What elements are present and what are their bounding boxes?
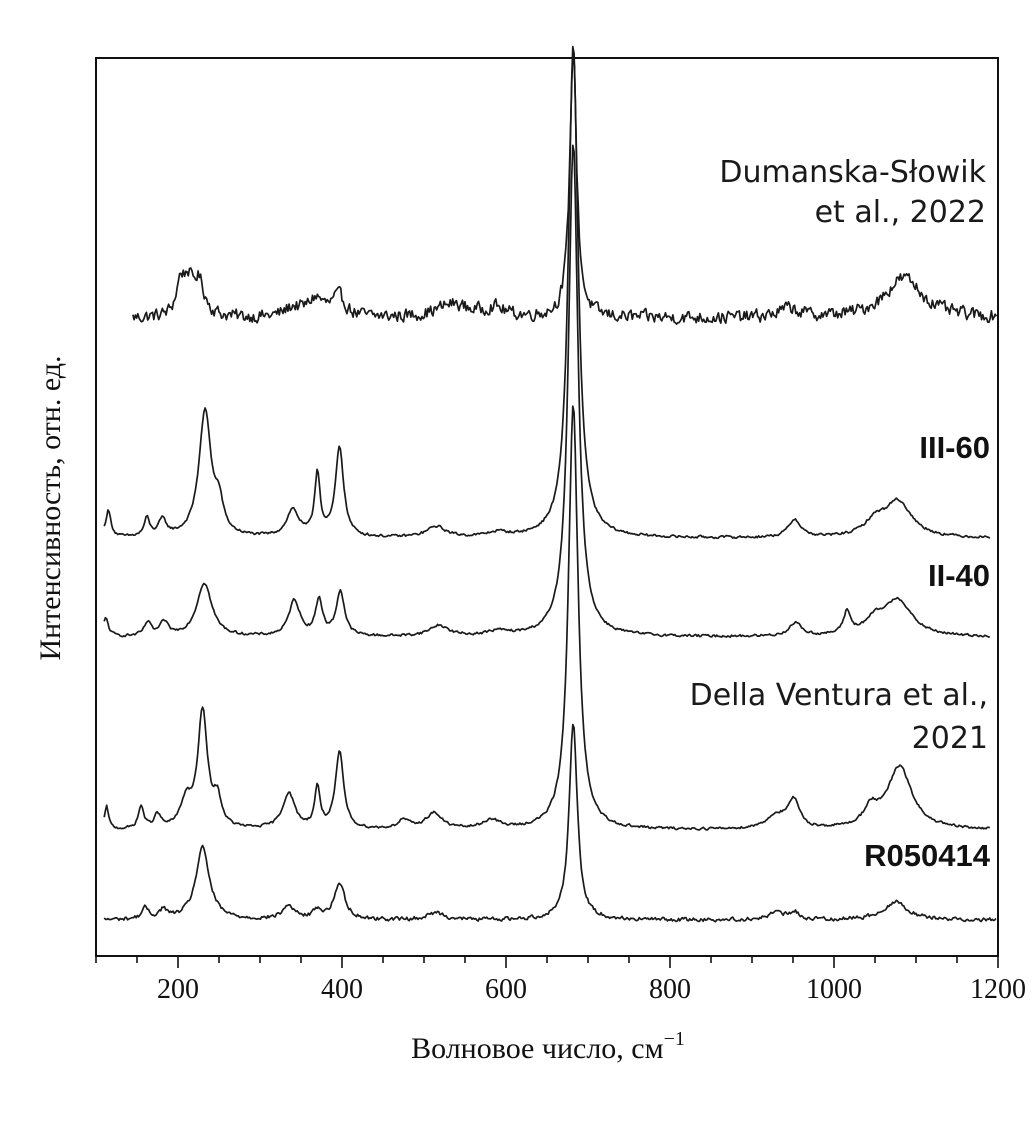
series-line-4 [103,723,997,923]
plot-area: Dumanska-Słowik et al., 2022 III-60 II-40 De… [95,45,1026,1005]
series-label: II-40 [928,558,990,593]
series-label: et al., 2022 [815,195,986,230]
series-labels: Dumanska-Słowik et al., 2022 III-60 II-40 De… [690,155,991,873]
series-label: 2021 [912,721,988,756]
series-line-3 [103,405,991,831]
x-axis-title: Волновое число, см−1 [411,1028,685,1065]
series-label: Della Ventura et al., [690,678,988,713]
x-tick-label: 1000 [806,974,862,1005]
series-label: Dumanska-Słowik [719,155,986,190]
series-label: R050414 [864,838,991,873]
series-group [103,45,998,923]
x-axis-ticks: 200 400 600 800 1000 1200 [95,956,1026,1005]
series-line-1 [103,45,991,540]
x-tick-label: 400 [321,974,363,1005]
x-tick-label: 800 [649,974,691,1005]
series-line-0 [132,51,998,325]
series-label: III-60 [919,430,990,465]
x-tick-label: 200 [157,974,199,1005]
series-line-2 [103,144,991,639]
y-axis-title: Интенсивность, отн. ед. [34,355,67,660]
x-tick-label: 600 [485,974,527,1005]
x-tick-label: 1200 [970,974,1026,1005]
